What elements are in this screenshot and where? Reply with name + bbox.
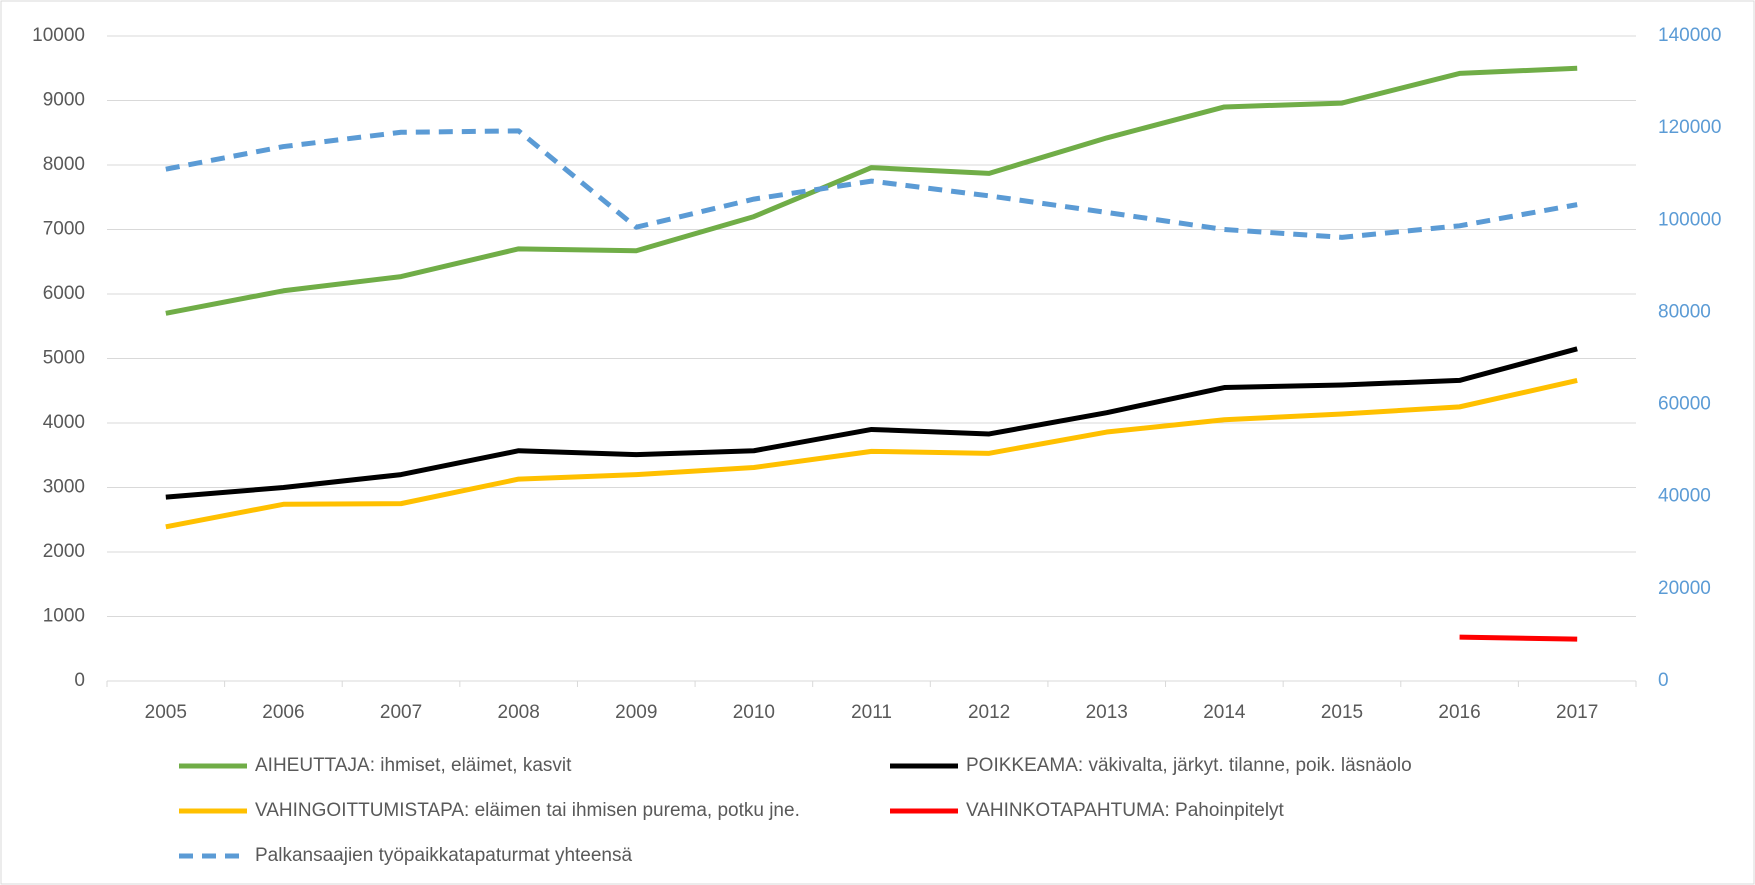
y-tick-label: 3000 <box>43 477 85 498</box>
x-tick-label: 2010 <box>733 702 775 723</box>
y-tick-label: 2000 <box>43 541 85 562</box>
y-tick-label: 1000 <box>43 606 85 627</box>
y2-tick-label: 40000 <box>1658 486 1711 507</box>
legend-label: VAHINGOITTUMISTAPA: eläimen tai ihmisen … <box>255 800 800 821</box>
series-line <box>165 65 1578 316</box>
x-tick-label: 2012 <box>968 702 1010 723</box>
x-tick-label: 2006 <box>262 702 304 723</box>
legend-label: Palkansaajien työpaikkatapaturmat yhteen… <box>255 845 633 866</box>
y2-tick-label: 100000 <box>1658 209 1721 230</box>
series-line <box>165 377 1578 530</box>
y-tick-label: 4000 <box>43 412 85 433</box>
x-tick-label: 2009 <box>615 702 657 723</box>
y-tick-label: 5000 <box>43 348 85 369</box>
y2-tick-label: 80000 <box>1658 301 1711 322</box>
y2-tick-label: 120000 <box>1658 117 1721 138</box>
legend-label: POIKKEAMA: väkivalta, järkyt. tilanne, p… <box>966 755 1412 776</box>
y-tick-label: 9000 <box>43 90 85 111</box>
y-tick-label: 6000 <box>43 283 85 304</box>
y2-tick-label: 60000 <box>1658 394 1711 415</box>
y-tick-label: 0 <box>74 670 85 691</box>
x-tick-label: 2014 <box>1203 702 1246 723</box>
x-tick-label: 2013 <box>1086 702 1128 723</box>
x-tick-label: 2005 <box>145 702 187 723</box>
x-tick-label: 2011 <box>851 702 892 723</box>
y2-tick-label: 0 <box>1658 670 1669 691</box>
legend-label: VAHINKOTAPAHTUMA: Pahoinpitelyt <box>966 800 1285 821</box>
x-tick-label: 2015 <box>1321 702 1363 723</box>
y2-tick-label: 140000 <box>1658 25 1721 46</box>
x-tick-label: 2008 <box>498 702 540 723</box>
x-tick-label: 2007 <box>380 702 422 723</box>
y-tick-label: 7000 <box>43 219 85 240</box>
series-line <box>1459 634 1578 642</box>
legend-label: AIHEUTTAJA: ihmiset, eläimet, kasvit <box>255 755 572 776</box>
y-tick-label: 10000 <box>32 25 85 46</box>
series-line <box>165 128 1578 240</box>
series-line <box>165 346 1578 500</box>
x-tick-label: 2017 <box>1556 702 1598 723</box>
y-tick-label: 8000 <box>43 154 85 175</box>
x-tick-label: 2016 <box>1438 702 1480 723</box>
y2-tick-label: 20000 <box>1658 578 1711 599</box>
